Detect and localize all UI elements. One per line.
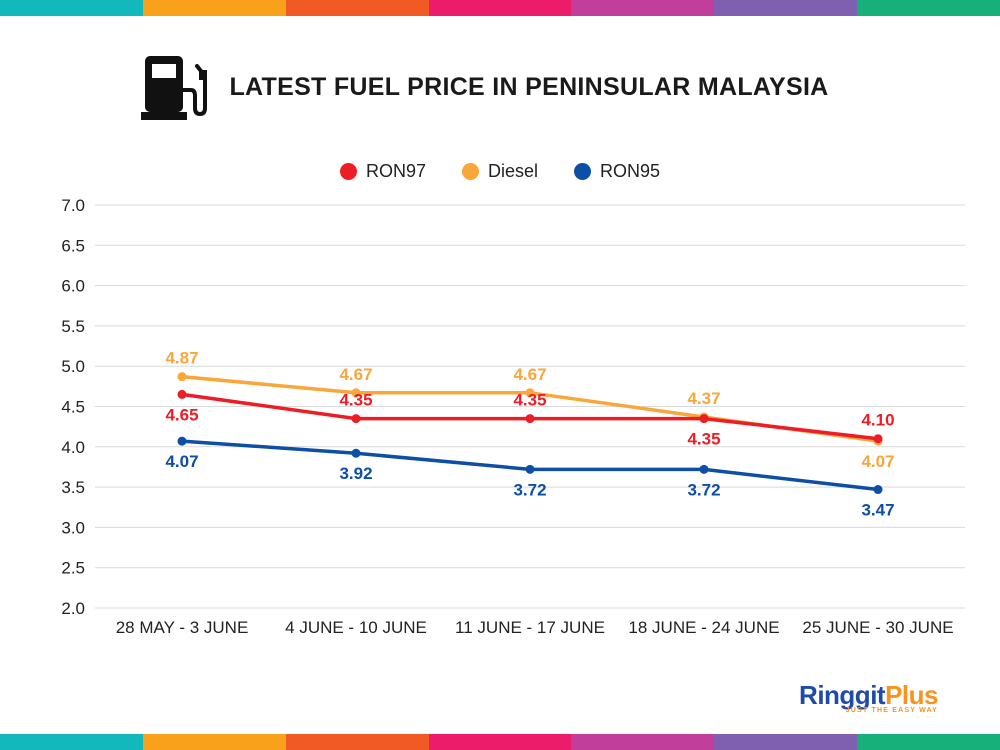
data-point-diesel — [525, 388, 535, 398]
data-point-ron97 — [351, 414, 361, 424]
legend-label: RON97 — [365, 160, 426, 181]
stripe-segment — [857, 734, 1000, 750]
x-tick-label: 11 JUNE - 17 JUNE — [455, 618, 605, 637]
y-tick-label: 4.5 — [61, 398, 85, 417]
y-tick-label: 7.0 — [61, 196, 85, 215]
data-point-ron97 — [873, 434, 883, 444]
y-tick-label: 3.0 — [61, 518, 85, 537]
legend-marker — [574, 162, 592, 180]
data-label-ron95: 4.07 — [165, 452, 198, 471]
data-point-ron95 — [525, 464, 535, 474]
data-point-ron97 — [699, 414, 709, 424]
stripe-segment — [571, 734, 715, 750]
data-point-diesel — [351, 388, 361, 398]
chart-legend: RON97 Diesel RON95 — [0, 158, 1000, 184]
stripe-segment — [714, 734, 858, 750]
data-label-ron95: 3.47 — [861, 501, 894, 520]
data-label-ron97: 4.35 — [687, 430, 720, 449]
stripe-segment — [142, 734, 286, 750]
y-tick-label: 6.5 — [61, 236, 85, 255]
data-label-diesel: 4.37 — [687, 389, 720, 408]
brand-tagline: JUST THE EASY WAY — [845, 707, 938, 714]
x-tick-label: 25 JUNE - 30 JUNE — [802, 618, 953, 637]
data-label-ron97: 4.10 — [861, 411, 894, 430]
data-label-diesel: 4.67 — [513, 365, 546, 384]
top-color-stripe — [0, 0, 1000, 16]
y-tick-label: 6.0 — [61, 277, 85, 296]
bottom-color-stripe — [0, 734, 1000, 750]
chart-header: LATEST FUEL PRICE IN PENINSULAR MALAYSIA — [0, 50, 1000, 125]
data-point-ron97 — [177, 389, 187, 399]
data-point-ron95 — [699, 464, 709, 474]
stripe-segment — [428, 734, 572, 750]
legend-item-ron95: RON95 — [574, 161, 660, 182]
data-label-diesel: 4.07 — [861, 452, 894, 471]
stripe-segment — [428, 0, 572, 16]
stripe-segment — [0, 0, 143, 16]
brand-logo: RinggitPlus JUST THE EASY WAY — [799, 682, 938, 714]
data-label-ron95: 3.92 — [339, 464, 372, 483]
stripe-segment — [285, 0, 429, 16]
brand-name-part2: Plus — [885, 680, 938, 710]
data-point-ron95 — [873, 485, 883, 495]
brand-name-part1: Ringgit — [799, 680, 886, 710]
stripe-segment — [0, 734, 143, 750]
y-tick-label: 5.5 — [61, 317, 85, 336]
stripe-segment — [857, 0, 1000, 16]
line-chart: 2.0 2.5 3.0 3.5 4.0 4.5 5.0 5.5 6.0 6.5 7.0 28 MAY … — [61, 196, 965, 637]
stripe-segment — [142, 0, 286, 16]
data-label-diesel: 4.87 — [165, 349, 198, 368]
legend-marker — [461, 162, 479, 180]
stripe-segment — [571, 0, 715, 16]
legend-item-diesel: Diesel — [461, 160, 539, 182]
data-label-ron97: 4.35 — [339, 391, 372, 410]
y-tick-label: 4.0 — [61, 438, 85, 457]
legend-label: Diesel — [487, 160, 539, 181]
data-point-ron95 — [351, 448, 361, 458]
legend-item-ron97: RON97 — [339, 160, 426, 182]
x-tick-label: 28 MAY - 3 JUNE — [116, 618, 249, 637]
data-label-ron95: 3.72 — [513, 480, 546, 499]
legend-marker — [339, 162, 357, 180]
fuel-pump-icon — [141, 55, 208, 120]
y-tick-label: 5.0 — [61, 357, 85, 376]
data-point-ron97 — [525, 414, 535, 424]
data-label-ron95: 3.72 — [687, 480, 720, 499]
stripe-segment — [714, 0, 858, 16]
x-tick-label: 18 JUNE - 24 JUNE — [628, 618, 779, 637]
data-label-ron97: 4.35 — [513, 391, 546, 410]
legend-label: RON95 — [600, 160, 661, 181]
y-tick-label: 3.5 — [61, 478, 85, 497]
chart-title: LATEST FUEL PRICE IN PENINSULAR MALAYSIA — [229, 73, 829, 101]
y-tick-label: 2.0 — [61, 599, 85, 618]
data-point-ron95 — [177, 436, 187, 446]
x-tick-label: 4 JUNE - 10 JUNE — [285, 618, 427, 637]
stripe-segment — [285, 734, 429, 750]
data-label-diesel: 4.67 — [339, 365, 372, 384]
y-tick-label: 2.5 — [61, 559, 85, 578]
data-point-diesel — [177, 372, 187, 382]
data-label-ron97: 4.65 — [165, 405, 198, 424]
brand-name: RinggitPlus — [799, 682, 938, 708]
